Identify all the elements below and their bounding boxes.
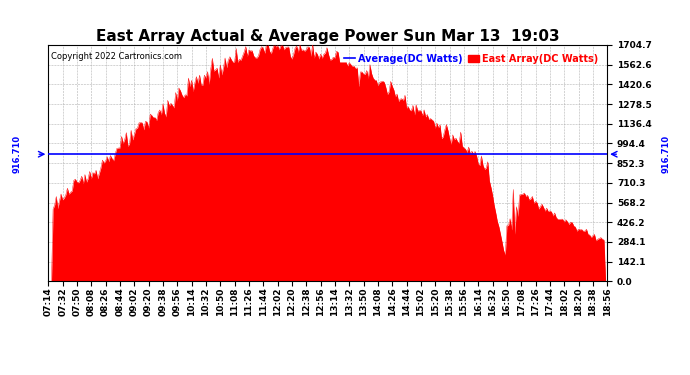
Text: Copyright 2022 Cartronics.com: Copyright 2022 Cartronics.com	[51, 52, 182, 61]
Title: East Array Actual & Average Power Sun Mar 13  19:03: East Array Actual & Average Power Sun Ma…	[96, 29, 560, 44]
Text: 916.710: 916.710	[661, 135, 671, 173]
Legend: Average(DC Watts), East Array(DC Watts): Average(DC Watts), East Array(DC Watts)	[339, 50, 602, 68]
Text: 916.710: 916.710	[12, 135, 22, 173]
